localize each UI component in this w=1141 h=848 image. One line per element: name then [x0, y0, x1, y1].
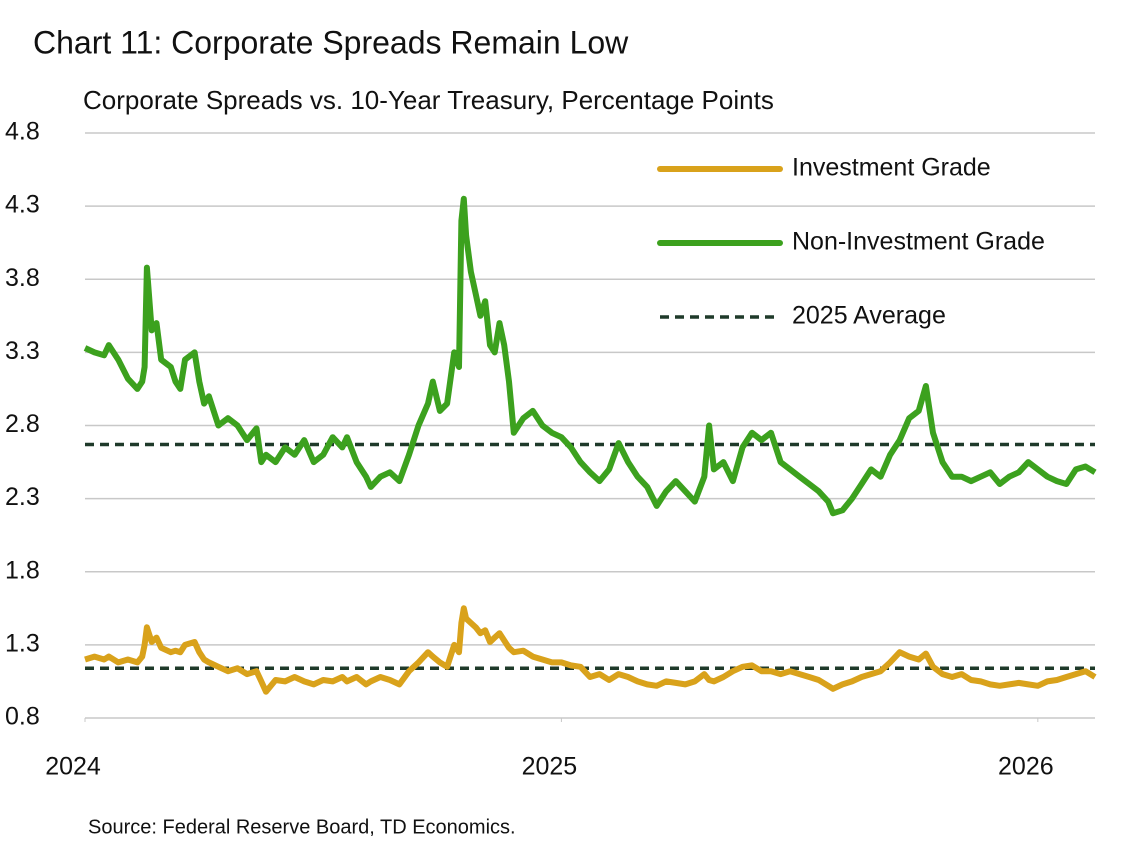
legend-label: Non-Investment Grade: [792, 228, 1045, 256]
x-tick-label: 2025: [522, 753, 578, 781]
y-tick-label: 1.8: [5, 556, 40, 584]
y-tick-label: 4.3: [5, 191, 40, 219]
y-tick-label: 2.3: [5, 483, 40, 511]
data-line: [83, 195, 1097, 517]
x-tick-label: 2024: [45, 753, 101, 781]
chart-title: Chart 11: Corporate Spreads Remain Low: [33, 24, 629, 60]
y-tick-label: 1.3: [5, 629, 40, 657]
y-tick-label: 3.8: [5, 264, 40, 292]
chart-subtitle: Corporate Spreads vs. 10-Year Treasury, …: [83, 85, 774, 115]
source-note: Source: Federal Reserve Board, TD Econom…: [88, 816, 516, 838]
legend-label: Investment Grade: [792, 154, 991, 182]
y-tick-label: 2.8: [5, 410, 40, 438]
legend-label: 2025 Average: [792, 302, 946, 330]
data-line: [84, 605, 1097, 695]
x-tick-label: 2026: [998, 753, 1054, 781]
y-tick-label: 3.3: [5, 337, 40, 365]
y-tick-label: 0.8: [5, 703, 40, 731]
y-tick-label: 4.8: [5, 118, 40, 146]
